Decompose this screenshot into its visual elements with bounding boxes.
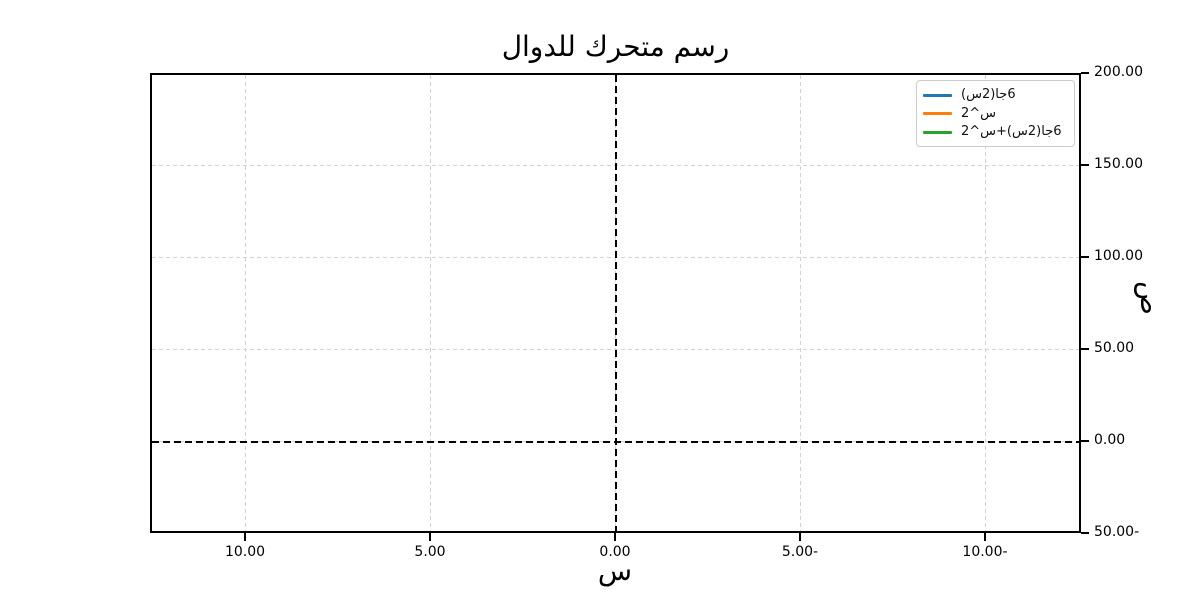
- legend-label: 6جا(2س)+س^2: [961, 124, 1062, 139]
- y-tick-mark: [1081, 440, 1089, 442]
- chart-title: رسم متحرك للدوال: [501, 30, 730, 63]
- x-tick-label: 10.00-: [962, 544, 1008, 560]
- x-tick-mark: [984, 533, 986, 541]
- x-tick-mark: [244, 533, 246, 541]
- legend: 6جا(2س) س^2 6جا(2س)+س^2: [916, 80, 1075, 147]
- legend-line-sample-orange: [923, 112, 952, 115]
- y-tick-mark: [1081, 256, 1089, 258]
- y-tick-mark: [1081, 532, 1089, 534]
- y-tick-label: 0.00: [1094, 432, 1126, 448]
- y-tick-label: 50.00-: [1094, 524, 1140, 540]
- legend-entry: 6جا(2س)+س^2: [923, 123, 1066, 141]
- legend-entry: س^2: [923, 105, 1066, 123]
- gridline-x-10: [245, 75, 246, 531]
- x-tick-mark: [429, 533, 431, 541]
- y-tick-label: 150.00: [1094, 156, 1143, 172]
- x-tick-label: 0.00: [599, 544, 631, 560]
- y-tick-label: 50.00: [1094, 340, 1135, 356]
- y-tick-label: 200.00: [1094, 64, 1143, 80]
- x-tick-label: 5.00: [414, 544, 446, 560]
- x-tick-mark: [614, 533, 616, 541]
- legend-entry: 6جا(2س): [923, 86, 1066, 104]
- legend-line-sample-blue: [923, 93, 952, 97]
- y-tick-label: 100.00: [1094, 248, 1143, 264]
- zero-vertical-reference-line: [615, 75, 617, 531]
- legend-label: س^2: [961, 105, 997, 121]
- x-tick-label: 10.00: [224, 544, 266, 560]
- x-tick-mark: [799, 533, 801, 541]
- y-tick-mark: [1081, 164, 1089, 166]
- gridline-x-neg10: [985, 75, 986, 531]
- y-tick-mark: [1081, 72, 1089, 74]
- x-tick-label: 5.00-: [781, 544, 819, 560]
- legend-line-sample-green: [923, 130, 952, 134]
- x-axis-label: س: [597, 554, 633, 587]
- gridline-x-5: [430, 75, 431, 531]
- gridline-x-neg5: [800, 75, 801, 531]
- y-axis-label: ص: [1134, 281, 1167, 315]
- plot-area: [150, 73, 1081, 533]
- legend-label: 6جا(2س): [961, 87, 1016, 102]
- y-tick-mark: [1081, 348, 1089, 350]
